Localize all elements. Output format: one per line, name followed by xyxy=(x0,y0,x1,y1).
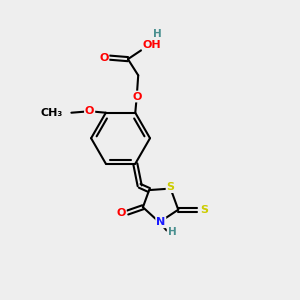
Text: S: S xyxy=(167,182,175,192)
Text: S: S xyxy=(200,205,208,215)
Text: H: H xyxy=(168,227,176,237)
Text: H: H xyxy=(153,29,162,39)
Text: N: N xyxy=(156,217,165,227)
Text: O: O xyxy=(99,53,109,63)
Text: O: O xyxy=(85,106,94,116)
Text: O: O xyxy=(132,92,141,101)
Text: O: O xyxy=(116,208,126,218)
Text: OH: OH xyxy=(142,40,161,50)
Text: CH₃: CH₃ xyxy=(41,108,63,118)
